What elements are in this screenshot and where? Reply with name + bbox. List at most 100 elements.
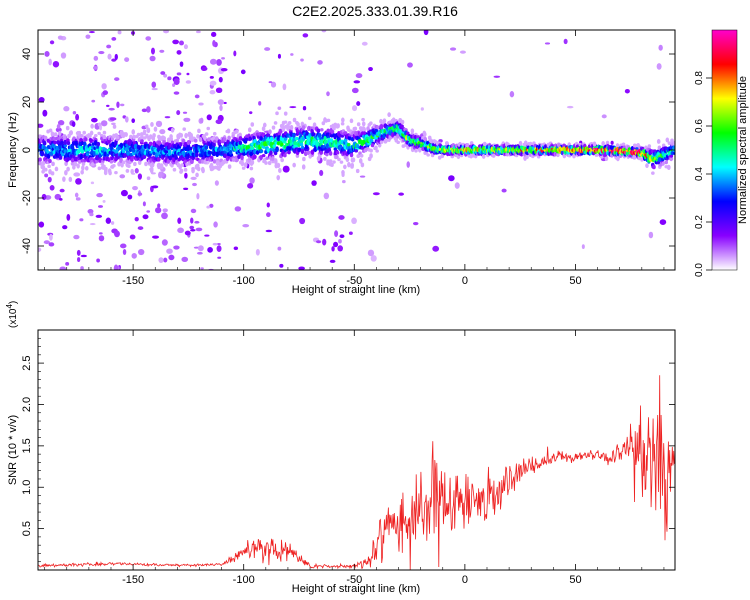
spectrogram-speckle	[131, 118, 136, 124]
spectrogram-speckle	[58, 198, 63, 201]
spectrogram-speckle	[311, 180, 317, 186]
spectrogram-cell	[658, 156, 662, 162]
spectrogram-cell	[661, 161, 665, 166]
spectrogram-cell	[274, 159, 278, 165]
spectrogram-speckle	[155, 207, 162, 214]
spectrogram-cell	[594, 153, 599, 157]
spectrogram-speckle	[195, 227, 203, 232]
spectrogram-speckle	[329, 259, 336, 263]
spectrogram-cell	[319, 150, 324, 155]
spectrogram-cell	[665, 137, 670, 143]
spectrogram-y-tick-label: -40	[21, 238, 33, 254]
spectrogram-speckle	[176, 110, 181, 116]
spectrogram-cell	[74, 140, 78, 146]
spectrogram-speckle	[372, 192, 380, 196]
spectrogram-cell	[350, 163, 355, 168]
spectrogram-speckle	[42, 109, 48, 117]
spectrogram-speckle	[106, 44, 112, 49]
spectrogram-cell	[204, 132, 209, 136]
spectrogram-cell	[84, 166, 89, 171]
spectrogram-cell	[465, 142, 470, 148]
spectrogram-speckle	[73, 234, 80, 240]
spectrogram-speckle	[566, 105, 574, 109]
figure-title: C2E2.2025.333.01.39.R16	[292, 3, 458, 19]
spectrogram-cell	[283, 111, 288, 116]
spectrogram-speckle	[161, 239, 168, 246]
spectrogram-cell	[601, 141, 605, 147]
spectrogram-speckle	[113, 264, 119, 270]
spectrogram-speckle	[172, 83, 176, 87]
spectrogram-cell	[119, 157, 123, 163]
spectrogram-speckle	[155, 120, 163, 128]
spectrogram-cell	[369, 148, 373, 153]
spectrogram-x-ticks: -150 -100 -50 0 50	[44, 30, 665, 287]
spectrogram-speckle	[96, 258, 100, 263]
spectrogram-speckle	[134, 216, 139, 222]
spectrogram-cell	[132, 134, 136, 140]
spectrogram-cell	[65, 125, 70, 131]
spectrogram-speckle	[142, 214, 149, 220]
spectrogram-cell	[195, 152, 199, 157]
spectrogram-cell	[336, 123, 340, 129]
spectrogram-cell	[164, 150, 169, 154]
spectrogram-panel: -150 -100 -50 0 50 -40 -20 0 20 40 Height of str…	[7, 29, 676, 296]
spectrogram-speckle	[173, 78, 180, 85]
spectrogram-speckle	[190, 176, 197, 181]
spectrogram-cell	[50, 171, 55, 176]
spectrogram-cell	[38, 157, 42, 162]
spectrogram-cell	[283, 120, 288, 124]
spectrogram-speckle	[176, 72, 182, 76]
spectrogram-speckle	[209, 80, 217, 86]
spectrogram-speckle	[299, 217, 306, 225]
spectrogram-cell	[196, 134, 200, 139]
snr-x-tick-label: 0	[462, 574, 468, 586]
spectrogram-cell	[299, 142, 304, 147]
spectrogram-speckle	[57, 35, 63, 40]
spectrogram-speckle	[129, 234, 136, 240]
spectrogram-speckle	[172, 39, 179, 45]
spectrogram-cell	[370, 143, 375, 148]
spectrogram-cell	[289, 124, 294, 131]
colorbar-tick-label: 0.0	[694, 263, 705, 277]
spectrogram-cell	[414, 149, 418, 153]
spectrogram-cell	[320, 139, 324, 144]
spectrogram-cell	[387, 112, 391, 118]
spectrogram-speckle	[233, 50, 237, 57]
spectrogram-cell	[366, 126, 370, 132]
spectrogram-cell	[310, 149, 315, 155]
spectrogram-speckle	[91, 99, 96, 103]
spectrogram-speckle	[161, 212, 168, 220]
spectrogram-speckle	[298, 266, 305, 270]
snr-series-line	[38, 375, 675, 570]
spectrogram-speckle	[315, 240, 322, 244]
spectrogram-cell	[374, 145, 378, 151]
spectrogram-speckle	[163, 73, 168, 78]
spectrogram-speckle	[342, 180, 346, 184]
spectrogram-cell	[81, 162, 86, 166]
spectrogram-cell	[179, 168, 184, 173]
spectrogram-cell	[97, 166, 102, 171]
spectrogram-cell	[70, 161, 75, 166]
spectrogram-cell	[292, 117, 297, 123]
spectrogram-speckle	[179, 61, 184, 67]
spectrogram-cell	[56, 140, 60, 145]
spectrogram-speckle	[282, 165, 290, 173]
spectrogram-cell	[217, 167, 221, 171]
spectrogram-speckle	[43, 240, 50, 245]
spectrogram-speckle	[132, 185, 138, 191]
spectrogram-y-ticks: -40 -20 0 20 40	[21, 48, 675, 254]
spectrogram-cell	[212, 131, 217, 136]
spectrogram-cell	[81, 165, 85, 171]
spectrogram-speckle	[207, 247, 213, 253]
spectrogram-cell	[397, 119, 402, 124]
spectrogram-cell	[349, 118, 354, 124]
spectrogram-cell	[133, 161, 137, 167]
spectrogram-cell	[114, 148, 119, 155]
spectrogram-cell	[153, 126, 158, 132]
spectrogram-cell	[130, 157, 134, 162]
spectrogram-speckle	[184, 172, 188, 179]
spectrogram-speckle	[117, 30, 122, 35]
spectrogram-speckle	[331, 246, 335, 252]
spectrogram-cell	[332, 126, 336, 131]
spectrogram-cell	[291, 133, 296, 138]
